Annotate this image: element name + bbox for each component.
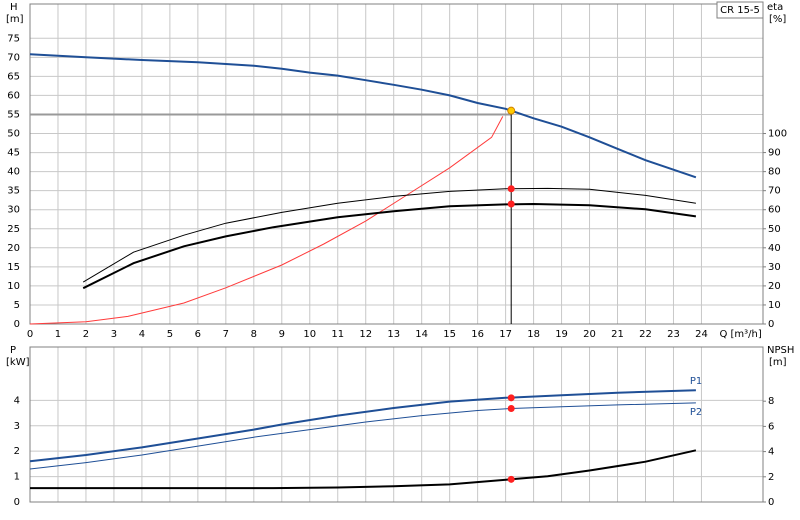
curve-label: P2: [690, 407, 702, 418]
x-tick-label: 21: [611, 329, 624, 340]
x-tick-label: 15: [443, 329, 456, 340]
y2-tick-label: 60: [768, 205, 781, 216]
y-tick-label: 65: [7, 71, 20, 82]
curve: [30, 449, 697, 490]
y-tick-label: 35: [7, 186, 20, 197]
y2-tick-label: 100: [768, 129, 787, 140]
y2-tick-label: 20: [768, 281, 781, 292]
operating-point: [507, 185, 515, 193]
curve-label: P1: [690, 376, 702, 387]
x-tick-label: 5: [167, 329, 173, 340]
y-tick-label: 15: [7, 262, 20, 273]
curve: [29, 389, 696, 463]
y2-tick-label: 70: [768, 186, 781, 197]
y-tick-label: 50: [7, 129, 20, 140]
y2-axis-unit: [%]: [769, 14, 786, 25]
y2-tick-label: 0: [768, 319, 774, 330]
y2-axis-label: eta: [767, 2, 783, 13]
x-tick-label: 20: [583, 329, 596, 340]
y2-tick-label: 80: [768, 167, 781, 178]
y2-tick-label: 50: [768, 224, 781, 235]
y-axis-label: P: [10, 345, 16, 356]
y-tick-label: 3: [14, 421, 20, 432]
y-tick-label: 5: [14, 300, 20, 311]
x-axis-label: Q [m³/h]: [719, 329, 761, 340]
y2-tick-label: 6: [768, 421, 774, 432]
x-tick-label: 12: [359, 329, 372, 340]
y-tick-label: 70: [7, 52, 20, 63]
operating-point: [507, 106, 516, 115]
chart-title: CR 15-5: [720, 5, 760, 16]
operating-point: [507, 404, 515, 412]
y-tick-label: 20: [7, 243, 20, 254]
x-tick-label: 1: [55, 329, 61, 340]
y2-tick-label: 30: [768, 262, 781, 273]
x-tick-label: 0: [27, 329, 33, 340]
y-tick-label: 30: [7, 205, 20, 216]
x-tick-label: 13: [387, 329, 400, 340]
y-tick-label: 55: [7, 109, 20, 120]
x-tick-label: 6: [195, 329, 201, 340]
x-tick-label: 18: [527, 329, 540, 340]
plot-frame: [29, 3, 764, 325]
x-tick-label: 22: [639, 329, 652, 340]
x-tick-label: 3: [111, 329, 117, 340]
y2-tick-label: 0: [768, 497, 774, 508]
y-tick-label: 75: [7, 33, 20, 44]
x-tick-label: 8: [251, 329, 257, 340]
y-tick-label: 1: [14, 472, 20, 483]
y-axis-unit: [kW]: [6, 357, 30, 368]
curve: [29, 53, 697, 179]
curve: [82, 202, 697, 290]
x-tick-label: 10: [303, 329, 316, 340]
x-tick-label: 9: [279, 329, 285, 340]
y-axis-unit: [m]: [6, 14, 24, 25]
x-tick-label: 16: [471, 329, 484, 340]
operating-point: [507, 475, 515, 483]
x-tick-label: 7: [223, 329, 229, 340]
curve: [29, 116, 504, 325]
y2-tick-label: 8: [768, 396, 774, 407]
y-tick-label: 45: [7, 148, 20, 159]
y2-tick-label: 90: [768, 148, 781, 159]
y2-tick-label: 10: [768, 300, 781, 311]
y2-axis-unit: [m]: [769, 357, 787, 368]
curve: [82, 187, 696, 283]
x-tick-label: 24: [695, 329, 708, 340]
curve: [29, 402, 696, 470]
x-tick-label: 11: [331, 329, 344, 340]
y-tick-label: 60: [7, 90, 20, 101]
x-tick-label: 2: [83, 329, 89, 340]
x-tick-label: 23: [667, 329, 680, 340]
y2-tick-label: 2: [768, 472, 774, 483]
operating-point: [507, 394, 515, 402]
operating-point: [507, 200, 515, 208]
y-tick-label: 4: [14, 395, 20, 406]
y-tick-label: 40: [7, 167, 20, 178]
y-tick-label: 10: [7, 281, 20, 292]
x-tick-label: 19: [555, 329, 568, 340]
y-axis-label: H: [10, 2, 18, 13]
y2-tick-label: 4: [768, 447, 774, 458]
y2-axis-label: NPSH: [767, 345, 794, 356]
title-box: [716, 1, 764, 19]
x-tick-label: 14: [415, 329, 428, 340]
y2-tick-label: 40: [768, 243, 781, 254]
y-tick-label: 0: [14, 319, 20, 330]
y-tick-label: 2: [14, 446, 20, 457]
plot-frame: [29, 346, 764, 503]
y-tick-label: 0: [14, 497, 20, 508]
x-tick-label: 4: [139, 329, 145, 340]
x-tick-label: 17: [499, 329, 512, 340]
y-tick-label: 25: [7, 224, 20, 235]
